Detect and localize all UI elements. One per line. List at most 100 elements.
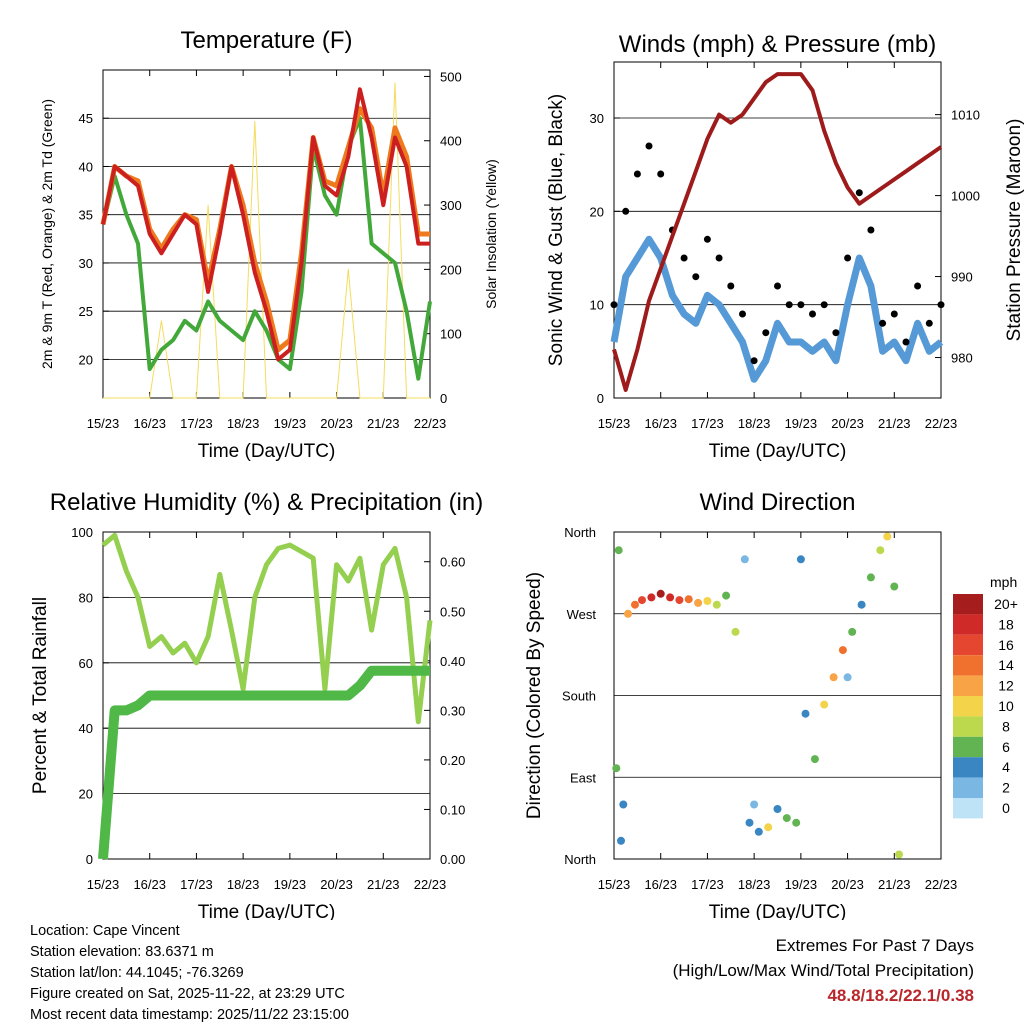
direction-point-3 — [624, 609, 632, 618]
direction-point-7 — [656, 589, 665, 598]
x-tick-label-3-7: 22/23 — [925, 877, 958, 892]
direction-point-2 — [619, 800, 628, 809]
extremes-title: Extremes For Past 7 Days — [775, 936, 974, 955]
y2-tick-label-2-6: 0.60 — [440, 555, 465, 570]
colorbar-label-4: 12 — [998, 678, 1014, 694]
series-sonic-wind-line — [610, 235, 944, 383]
colorbar-swatch-1 — [953, 614, 983, 635]
gust-point-11 — [739, 310, 746, 318]
y-tick-label-3-1: East — [570, 770, 596, 785]
y-axis-label-3: Direction (Colored By Speed) — [524, 572, 545, 819]
y-tick-label-0-1: 25 — [79, 304, 93, 319]
series-pressure-line — [612, 72, 943, 392]
colorbar-swatch-8 — [953, 757, 983, 778]
direction-point-17 — [745, 818, 754, 827]
colorbar-swatch-10 — [953, 798, 983, 819]
y2-tick-label-2-3: 0.30 — [440, 703, 465, 718]
direction-point-13 — [712, 600, 721, 609]
direction-point-30 — [866, 573, 875, 582]
y2-tick-label-2-0: 0.00 — [440, 852, 465, 867]
gust-point-13 — [762, 329, 770, 337]
gust-point-9 — [715, 254, 723, 262]
y2-tick-label-1-3: 1010 — [951, 108, 980, 123]
extremes-values: 48.8/18.2/22.1/0.38 — [827, 986, 974, 1005]
colorbar-swatch-7 — [953, 736, 983, 758]
y2-axis-label-0: Solar Insolation (Yellow) — [483, 159, 499, 309]
gust-point-16 — [797, 301, 805, 309]
y-tick-label-0-2: 30 — [79, 256, 93, 271]
colorbar-label-9: 2 — [1002, 780, 1010, 796]
x-tick-label-1-2: 17/23 — [691, 416, 724, 431]
direction-point-14 — [722, 591, 731, 600]
series-precip-line — [98, 665, 430, 860]
y-tick-label-0-5: 45 — [79, 111, 93, 126]
gust-point-0 — [610, 301, 618, 309]
direction-point-8 — [666, 593, 675, 602]
x-tick-label-0-2: 17/23 — [180, 416, 213, 431]
created-text: Figure created on Sat, 2025-11-22, at 23… — [30, 986, 345, 1002]
x-tick-label-3-2: 17/23 — [691, 877, 724, 892]
x-axis-label-2: Time (Day/UTC) — [198, 902, 336, 920]
panel-2: Relative Humidity (%) & Precipitation (i… — [30, 489, 483, 920]
gust-point-23 — [879, 319, 887, 327]
direction-point-22 — [792, 818, 801, 827]
x-axis-label-1: Time (Day/UTC) — [709, 441, 847, 462]
chart-title-1: Winds (mph) & Pressure (mb) — [619, 31, 936, 58]
y-tick-label-3-4: North — [564, 525, 596, 540]
x-tick-label-1-7: 22/23 — [925, 416, 958, 431]
series-solar-line — [103, 82, 430, 399]
gust-point-19 — [832, 329, 840, 337]
y-tick-label-2-5: 100 — [71, 525, 93, 540]
direction-point-31 — [876, 546, 885, 555]
direction-point-19 — [764, 823, 773, 832]
series-dewpoint-line — [101, 116, 432, 381]
x-tick-label-1-1: 16/23 — [644, 416, 677, 431]
gust-point-12 — [750, 357, 758, 365]
extremes-subtitle: (High/Low/Max Wind/Total Precipitation) — [672, 961, 974, 980]
direction-point-32 — [883, 532, 892, 541]
panel-3: Wind Direction Time (Day/UTC) 15/23 16/23 17… — [524, 489, 1018, 920]
y-tick-label-2-0: 0 — [86, 852, 93, 867]
x-tick-label-0-1: 16/23 — [133, 416, 166, 431]
colorbar-label-1: 18 — [998, 616, 1014, 632]
colorbar-label-6: 8 — [1002, 718, 1010, 734]
direction-point-33 — [890, 582, 899, 591]
direction-point-27 — [838, 646, 847, 655]
gust-point-6 — [680, 254, 688, 262]
direction-point-0 — [614, 546, 623, 555]
x-tick-label-3-3: 18/23 — [738, 877, 771, 892]
direction-point-11 — [694, 598, 703, 607]
x-tick-label-3-6: 21/23 — [878, 877, 911, 892]
gust-point-25 — [902, 338, 910, 346]
direction-point-34 — [895, 850, 903, 859]
gust-point-26 — [914, 282, 922, 290]
x-tick-label-3-5: 20/23 — [831, 877, 864, 892]
y-tick-label-2-2: 40 — [79, 721, 93, 736]
x-tick-label-1-6: 21/23 — [878, 416, 911, 431]
y-tick-label-2-1: 20 — [79, 787, 93, 802]
direction-point-9 — [675, 596, 684, 605]
y-tick-label-1-1: 10 — [590, 298, 604, 313]
direction-point-16 — [740, 555, 749, 564]
y2-tick-label-0-3: 300 — [440, 198, 462, 213]
latlon-text: Station lat/lon: 44.1045; -76.3269 — [30, 965, 244, 981]
y2-tick-label-0-1: 100 — [440, 327, 462, 342]
colorbar-label-0: 20+ — [994, 596, 1018, 612]
direction-point-12 — [703, 597, 712, 605]
y2-tick-label-2-4: 0.40 — [440, 654, 465, 669]
colorbar-swatch-4 — [953, 675, 983, 696]
direction-point-10 — [684, 595, 693, 604]
y-tick-label-3-2: South — [562, 689, 596, 704]
gust-point-27 — [925, 319, 933, 327]
direction-point-37 — [796, 555, 805, 564]
y2-tick-label-1-2: 1000 — [951, 189, 980, 204]
x-axis-label-0: Time (Day/UTC) — [198, 441, 336, 462]
y-tick-label-1-0: 0 — [597, 391, 604, 406]
x-tick-label-1-4: 19/23 — [785, 416, 818, 431]
gust-point-28 — [937, 301, 945, 309]
colorbar-swatch-2 — [953, 634, 983, 656]
gust-point-2 — [633, 170, 641, 178]
colorbar-swatch-0 — [953, 594, 983, 615]
y2-tick-label-1-0: 980 — [951, 351, 973, 366]
direction-point-15 — [731, 627, 740, 636]
